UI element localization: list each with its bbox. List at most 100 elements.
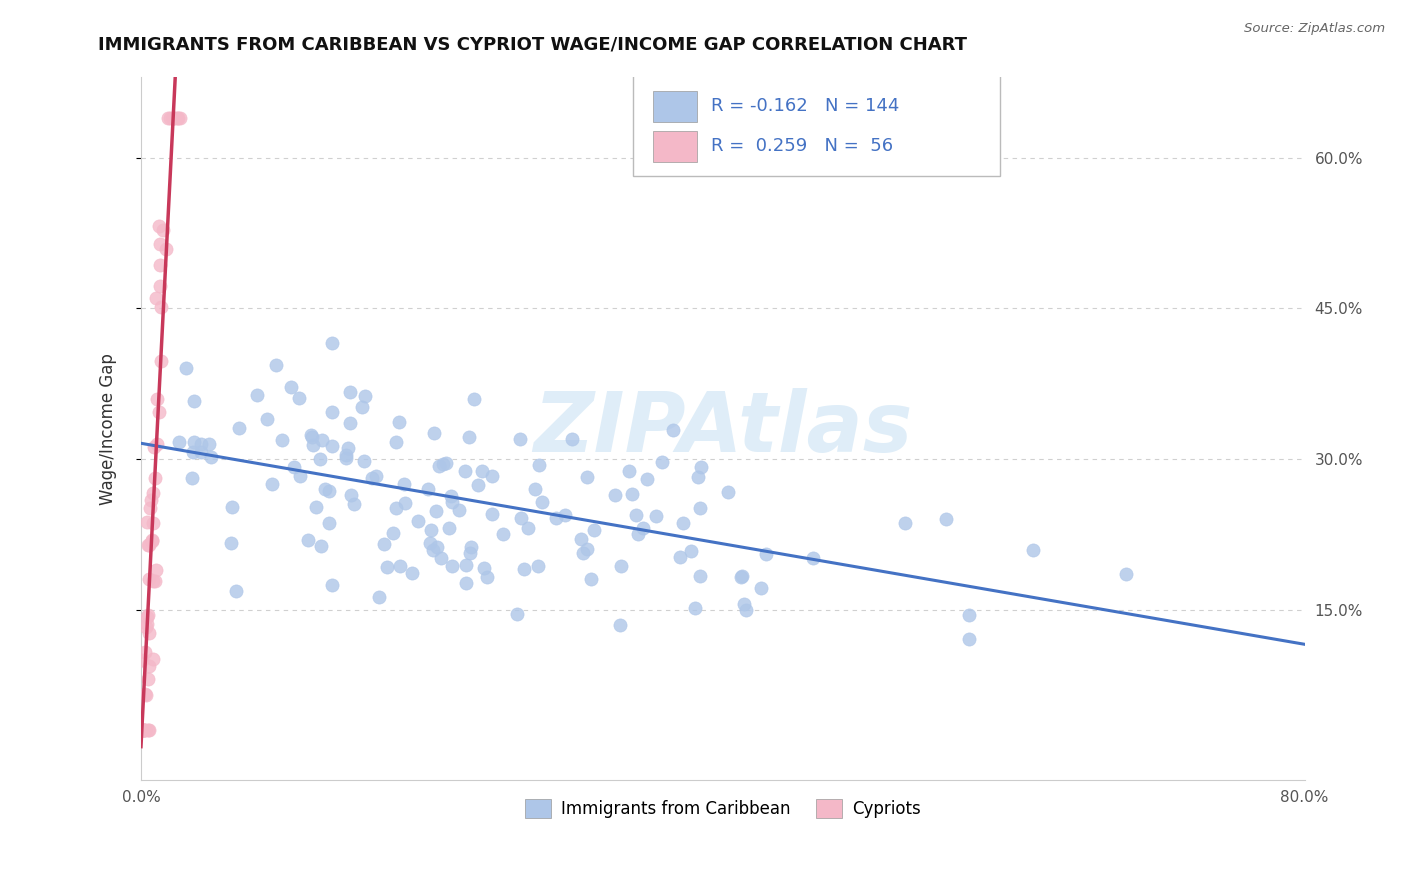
Point bbox=[620, 487, 643, 501]
Point bbox=[264, 358, 287, 372]
Point bbox=[146, 392, 169, 406]
FancyBboxPatch shape bbox=[633, 74, 1000, 176]
Point bbox=[318, 516, 340, 530]
Point bbox=[297, 533, 319, 548]
Point bbox=[394, 496, 416, 510]
Point bbox=[529, 458, 551, 472]
Point bbox=[375, 560, 398, 574]
Point bbox=[162, 111, 184, 125]
Point bbox=[134, 723, 156, 737]
Point bbox=[146, 437, 169, 451]
Point bbox=[426, 540, 449, 554]
Point bbox=[731, 569, 754, 583]
Point bbox=[135, 620, 157, 634]
Point bbox=[554, 508, 576, 522]
Point bbox=[679, 544, 702, 558]
Y-axis label: Wage/Income Gap: Wage/Income Gap bbox=[100, 353, 117, 505]
Point bbox=[149, 279, 172, 293]
Point bbox=[335, 450, 357, 465]
Point bbox=[321, 336, 343, 351]
Point bbox=[190, 445, 212, 459]
Point bbox=[142, 486, 165, 500]
Point bbox=[138, 537, 160, 551]
Point bbox=[142, 652, 165, 666]
Point bbox=[1115, 567, 1137, 582]
Point bbox=[733, 598, 755, 612]
Legend: Immigrants from Caribbean, Cypriots: Immigrants from Caribbean, Cypriots bbox=[517, 792, 928, 825]
Point bbox=[425, 504, 447, 518]
Point bbox=[246, 388, 269, 402]
Point bbox=[304, 500, 326, 515]
Point bbox=[148, 219, 170, 233]
Point bbox=[527, 559, 550, 574]
Point bbox=[373, 536, 395, 550]
Point bbox=[167, 434, 190, 449]
Point bbox=[166, 111, 188, 125]
Point bbox=[301, 429, 323, 443]
Point bbox=[141, 534, 163, 549]
Point bbox=[149, 236, 172, 251]
Point bbox=[893, 516, 915, 530]
Point bbox=[456, 558, 478, 573]
Point bbox=[427, 458, 450, 473]
Point bbox=[141, 533, 163, 547]
Point bbox=[524, 482, 547, 496]
Point bbox=[749, 582, 772, 596]
Point bbox=[471, 464, 494, 478]
Point bbox=[150, 300, 173, 314]
Point bbox=[142, 516, 165, 530]
Point bbox=[364, 469, 387, 483]
Point bbox=[689, 569, 711, 583]
Point bbox=[957, 607, 980, 622]
Point bbox=[509, 433, 531, 447]
Text: R =  0.259   N =  56: R = 0.259 N = 56 bbox=[711, 137, 893, 155]
Point bbox=[672, 516, 695, 530]
FancyBboxPatch shape bbox=[652, 131, 697, 161]
Point bbox=[129, 723, 152, 737]
Point bbox=[441, 558, 464, 573]
Point bbox=[530, 495, 553, 509]
Point bbox=[384, 500, 406, 515]
Point bbox=[603, 488, 626, 502]
Point bbox=[429, 550, 451, 565]
Point bbox=[155, 242, 177, 256]
Point bbox=[957, 632, 980, 647]
Point bbox=[418, 482, 440, 496]
Point bbox=[458, 430, 481, 444]
Point bbox=[136, 515, 159, 529]
Point bbox=[302, 438, 325, 452]
Point bbox=[801, 551, 824, 566]
Point bbox=[651, 455, 673, 469]
Point bbox=[392, 476, 415, 491]
Point bbox=[717, 485, 740, 500]
Point bbox=[456, 575, 478, 590]
Point bbox=[142, 574, 165, 588]
Point bbox=[388, 558, 411, 573]
Point bbox=[149, 258, 172, 272]
Point bbox=[183, 393, 205, 408]
Point bbox=[169, 111, 191, 125]
Point bbox=[157, 111, 180, 125]
Point bbox=[481, 469, 503, 483]
Point bbox=[683, 601, 706, 615]
Point bbox=[513, 562, 536, 576]
Point bbox=[339, 488, 361, 502]
Point bbox=[143, 471, 166, 485]
Point bbox=[1021, 543, 1043, 558]
Point bbox=[690, 459, 713, 474]
Point bbox=[734, 602, 756, 616]
Point bbox=[561, 433, 583, 447]
Point bbox=[321, 578, 343, 592]
Point bbox=[141, 493, 163, 508]
Point bbox=[343, 497, 366, 511]
Point bbox=[318, 484, 340, 499]
Point bbox=[631, 521, 654, 535]
Point bbox=[134, 723, 156, 737]
Text: Source: ZipAtlas.com: Source: ZipAtlas.com bbox=[1244, 22, 1385, 36]
Point bbox=[583, 523, 606, 537]
Point bbox=[463, 392, 485, 407]
Point bbox=[138, 723, 160, 737]
Point bbox=[314, 482, 336, 496]
Point bbox=[321, 405, 343, 419]
Point bbox=[260, 477, 283, 491]
